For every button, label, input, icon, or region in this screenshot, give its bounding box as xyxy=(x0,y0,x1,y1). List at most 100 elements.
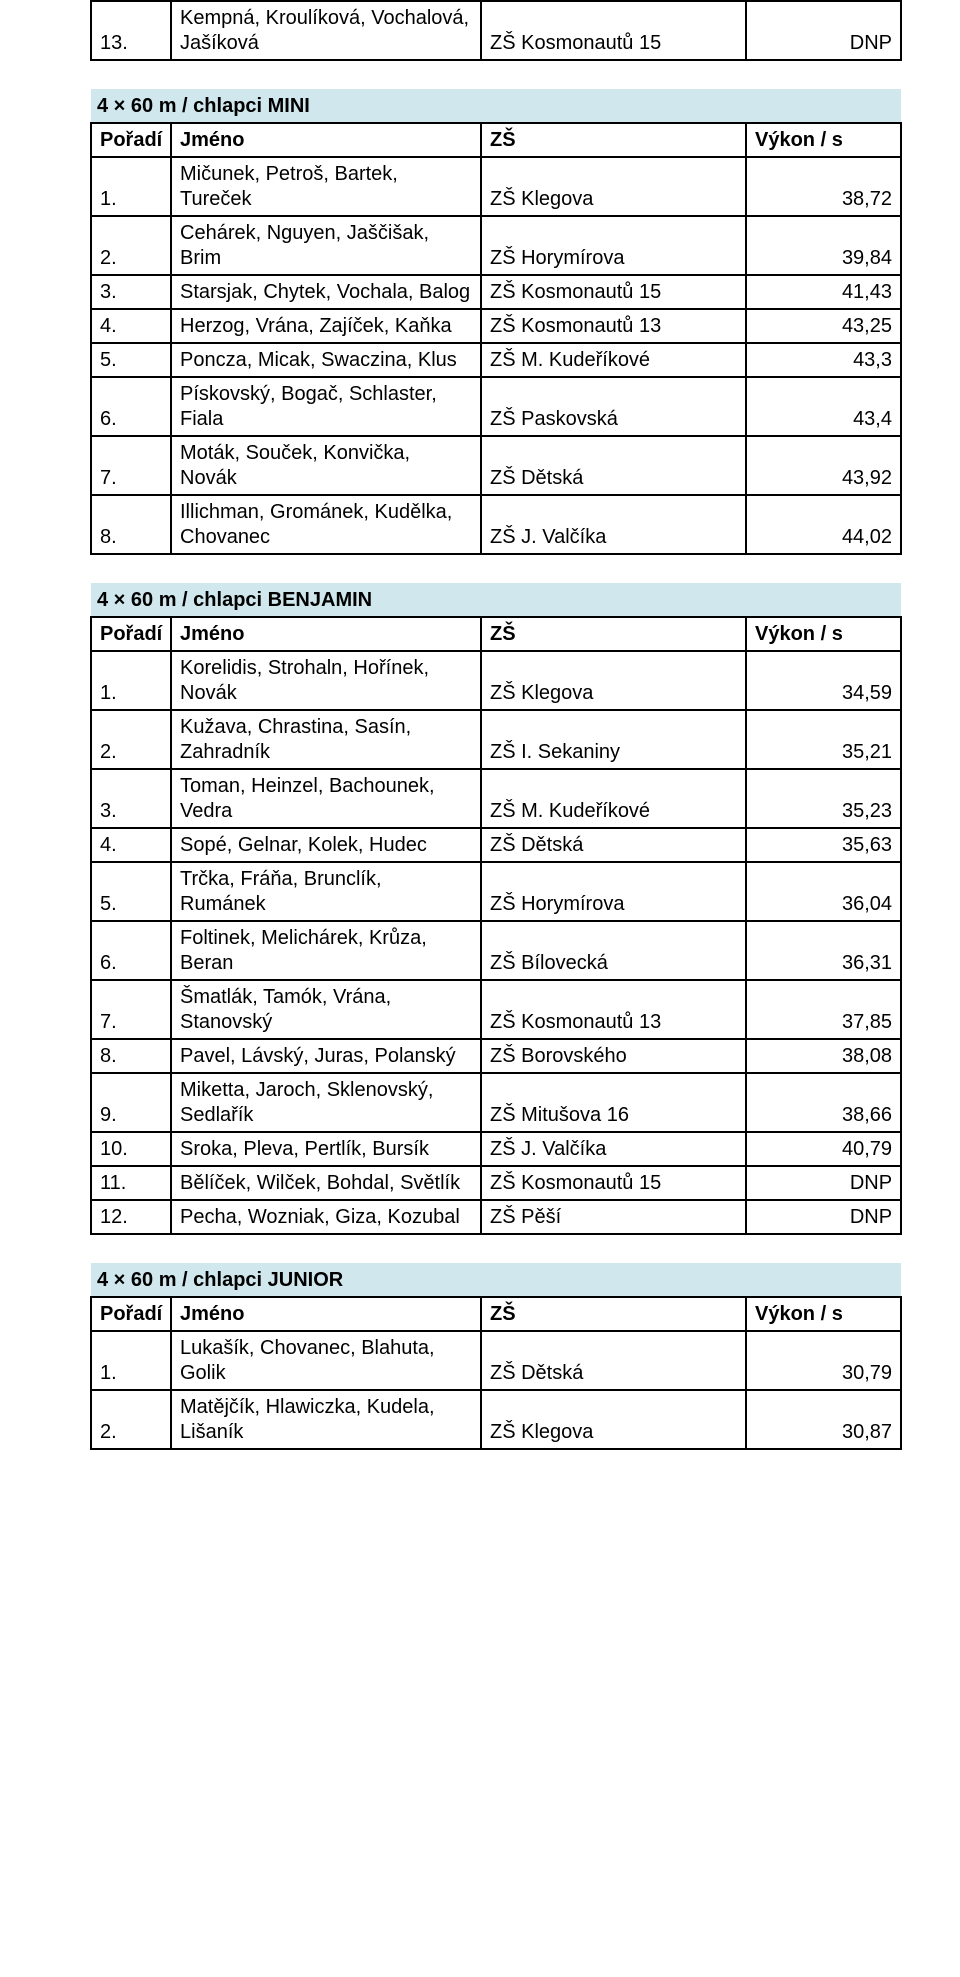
school-cell: ZŠ M. Kudeříkové xyxy=(481,343,746,377)
name-cell: Matějčík, Hlawiczka, Kudela, Lišaník xyxy=(171,1390,481,1449)
name-cell: Herzog, Vrána, Zajíček, Kaňka xyxy=(171,309,481,343)
rank-cell: 8. xyxy=(91,495,171,554)
results-table: 4 × 60 m / chlapci MINIPořadíJménoZŠVýko… xyxy=(90,89,902,555)
name-cell: Starsjak, Chytek, Vochala, Balog xyxy=(171,275,481,309)
table-row: 1.Korelidis, Strohaln, Hořínek, NovákZŠ … xyxy=(91,651,901,710)
table-row: 11.Bělíček, Wilček, Bohdal, SvětlíkZŠ Ko… xyxy=(91,1166,901,1200)
result-cell: 43,25 xyxy=(746,309,901,343)
rank-cell: 11. xyxy=(91,1166,171,1200)
school-cell: ZŠ Klegova xyxy=(481,157,746,216)
rank-cell: 13. xyxy=(91,1,171,60)
rank-cell: 2. xyxy=(91,216,171,275)
school-cell: ZŠ Horymírova xyxy=(481,862,746,921)
result-cell: 35,23 xyxy=(746,769,901,828)
col-header-rank: Pořadí xyxy=(91,617,171,651)
result-cell: 38,72 xyxy=(746,157,901,216)
school-cell: ZŠ Borovského xyxy=(481,1039,746,1073)
name-cell: Bělíček, Wilček, Bohdal, Světlík xyxy=(171,1166,481,1200)
school-cell: ZŠ J. Valčíka xyxy=(481,495,746,554)
results-table: 13.Kempná, Kroulíková, Vochalová, Jašíko… xyxy=(90,0,902,61)
table-row: 4.Herzog, Vrána, Zajíček, KaňkaZŠ Kosmon… xyxy=(91,309,901,343)
rank-cell: 4. xyxy=(91,309,171,343)
school-cell: ZŠ Klegova xyxy=(481,1390,746,1449)
col-header-rank: Pořadí xyxy=(91,1297,171,1331)
table-row: 6.Foltinek, Melichárek, Krůza, BeranZŠ B… xyxy=(91,921,901,980)
table-row: 9.Miketta, Jaroch, Sklenovský, SedlaříkZ… xyxy=(91,1073,901,1132)
result-cell: 40,79 xyxy=(746,1132,901,1166)
school-cell: ZŠ Dětská xyxy=(481,828,746,862)
rank-cell: 10. xyxy=(91,1132,171,1166)
name-cell: Mičunek, Petroš, Bartek, Tureček xyxy=(171,157,481,216)
result-cell: 38,66 xyxy=(746,1073,901,1132)
col-header-result: Výkon / s xyxy=(746,123,901,157)
result-cell: DNP xyxy=(746,1,901,60)
name-cell: Kempná, Kroulíková, Vochalová, Jašíková xyxy=(171,1,481,60)
name-cell: Korelidis, Strohaln, Hořínek, Novák xyxy=(171,651,481,710)
school-cell: ZŠ Kosmonautů 15 xyxy=(481,275,746,309)
school-cell: ZŠ Bílovecká xyxy=(481,921,746,980)
result-cell: 39,84 xyxy=(746,216,901,275)
table-row: 2.Matějčík, Hlawiczka, Kudela, LišaníkZŠ… xyxy=(91,1390,901,1449)
rank-cell: 2. xyxy=(91,1390,171,1449)
table-row: 3.Toman, Heinzel, Bachounek, VedraZŠ M. … xyxy=(91,769,901,828)
rank-cell: 12. xyxy=(91,1200,171,1234)
col-header-school: ZŠ xyxy=(481,617,746,651)
rank-cell: 5. xyxy=(91,343,171,377)
table-row: 7.Šmatlák, Tamók, Vrána, StanovskýZŠ Kos… xyxy=(91,980,901,1039)
table-row: 5.Poncza, Micak, Swaczina, KlusZŠ M. Kud… xyxy=(91,343,901,377)
result-cell: 41,43 xyxy=(746,275,901,309)
table-row: 8.Pavel, Lávský, Juras, PolanskýZŠ Borov… xyxy=(91,1039,901,1073)
result-cell: 43,3 xyxy=(746,343,901,377)
result-cell: 30,87 xyxy=(746,1390,901,1449)
school-cell: ZŠ Kosmonautů 15 xyxy=(481,1,746,60)
school-cell: ZŠ Kosmonautů 13 xyxy=(481,309,746,343)
table-row: 3.Starsjak, Chytek, Vochala, BalogZŠ Kos… xyxy=(91,275,901,309)
rank-cell: 4. xyxy=(91,828,171,862)
result-cell: 35,63 xyxy=(746,828,901,862)
col-header-name: Jméno xyxy=(171,617,481,651)
rank-cell: 7. xyxy=(91,980,171,1039)
result-cell: 43,92 xyxy=(746,436,901,495)
name-cell: Trčka, Fráňa, Brunclík, Rumánek xyxy=(171,862,481,921)
school-cell: ZŠ Klegova xyxy=(481,651,746,710)
page: 13.Kempná, Kroulíková, Vochalová, Jašíko… xyxy=(0,0,960,1518)
table-row: 2.Cehárek, Nguyen, Jaščišak, BrimZŠ Hory… xyxy=(91,216,901,275)
result-cell: 36,04 xyxy=(746,862,901,921)
rank-cell: 1. xyxy=(91,1331,171,1390)
result-cell: 35,21 xyxy=(746,710,901,769)
result-cell: 30,79 xyxy=(746,1331,901,1390)
name-cell: Sroka, Pleva, Pertlík, Bursík xyxy=(171,1132,481,1166)
table-row: 4.Sopé, Gelnar, Kolek, HudecZŠ Dětská35,… xyxy=(91,828,901,862)
col-header-school: ZŠ xyxy=(481,123,746,157)
results-table: 4 × 60 m / chlapci JUNIORPořadíJménoZŠVý… xyxy=(90,1263,902,1450)
school-cell: ZŠ Pěší xyxy=(481,1200,746,1234)
school-cell: ZŠ Dětská xyxy=(481,1331,746,1390)
result-cell: 44,02 xyxy=(746,495,901,554)
school-cell: ZŠ J. Valčíka xyxy=(481,1132,746,1166)
name-cell: Šmatlák, Tamók, Vrána, Stanovský xyxy=(171,980,481,1039)
name-cell: Toman, Heinzel, Bachounek, Vedra xyxy=(171,769,481,828)
section-title: 4 × 60 m / chlapci JUNIOR xyxy=(91,1263,901,1297)
rank-cell: 3. xyxy=(91,275,171,309)
col-header-name: Jméno xyxy=(171,123,481,157)
col-header-school: ZŠ xyxy=(481,1297,746,1331)
results-table: 4 × 60 m / chlapci BENJAMINPořadíJménoZŠ… xyxy=(90,583,902,1235)
school-cell: ZŠ I. Sekaniny xyxy=(481,710,746,769)
name-cell: Illichman, Grománek, Kudělka, Chovanec xyxy=(171,495,481,554)
result-cell: 37,85 xyxy=(746,980,901,1039)
rank-cell: 7. xyxy=(91,436,171,495)
result-cell: 38,08 xyxy=(746,1039,901,1073)
result-cell: DNP xyxy=(746,1200,901,1234)
result-cell: DNP xyxy=(746,1166,901,1200)
table-row: 8.Illichman, Grománek, Kudělka, Chovanec… xyxy=(91,495,901,554)
table-row: 7.Moták, Souček, Konvička, NovákZŠ Dětsk… xyxy=(91,436,901,495)
rank-cell: 8. xyxy=(91,1039,171,1073)
rank-cell: 6. xyxy=(91,921,171,980)
school-cell: ZŠ Kosmonautů 13 xyxy=(481,980,746,1039)
rank-cell: 1. xyxy=(91,651,171,710)
section-title: 4 × 60 m / chlapci BENJAMIN xyxy=(91,583,901,617)
rank-cell: 5. xyxy=(91,862,171,921)
name-cell: Sopé, Gelnar, Kolek, Hudec xyxy=(171,828,481,862)
name-cell: Lukašík, Chovanec, Blahuta, Golik xyxy=(171,1331,481,1390)
table-row: 2.Kužava, Chrastina, Sasín, ZahradníkZŠ … xyxy=(91,710,901,769)
